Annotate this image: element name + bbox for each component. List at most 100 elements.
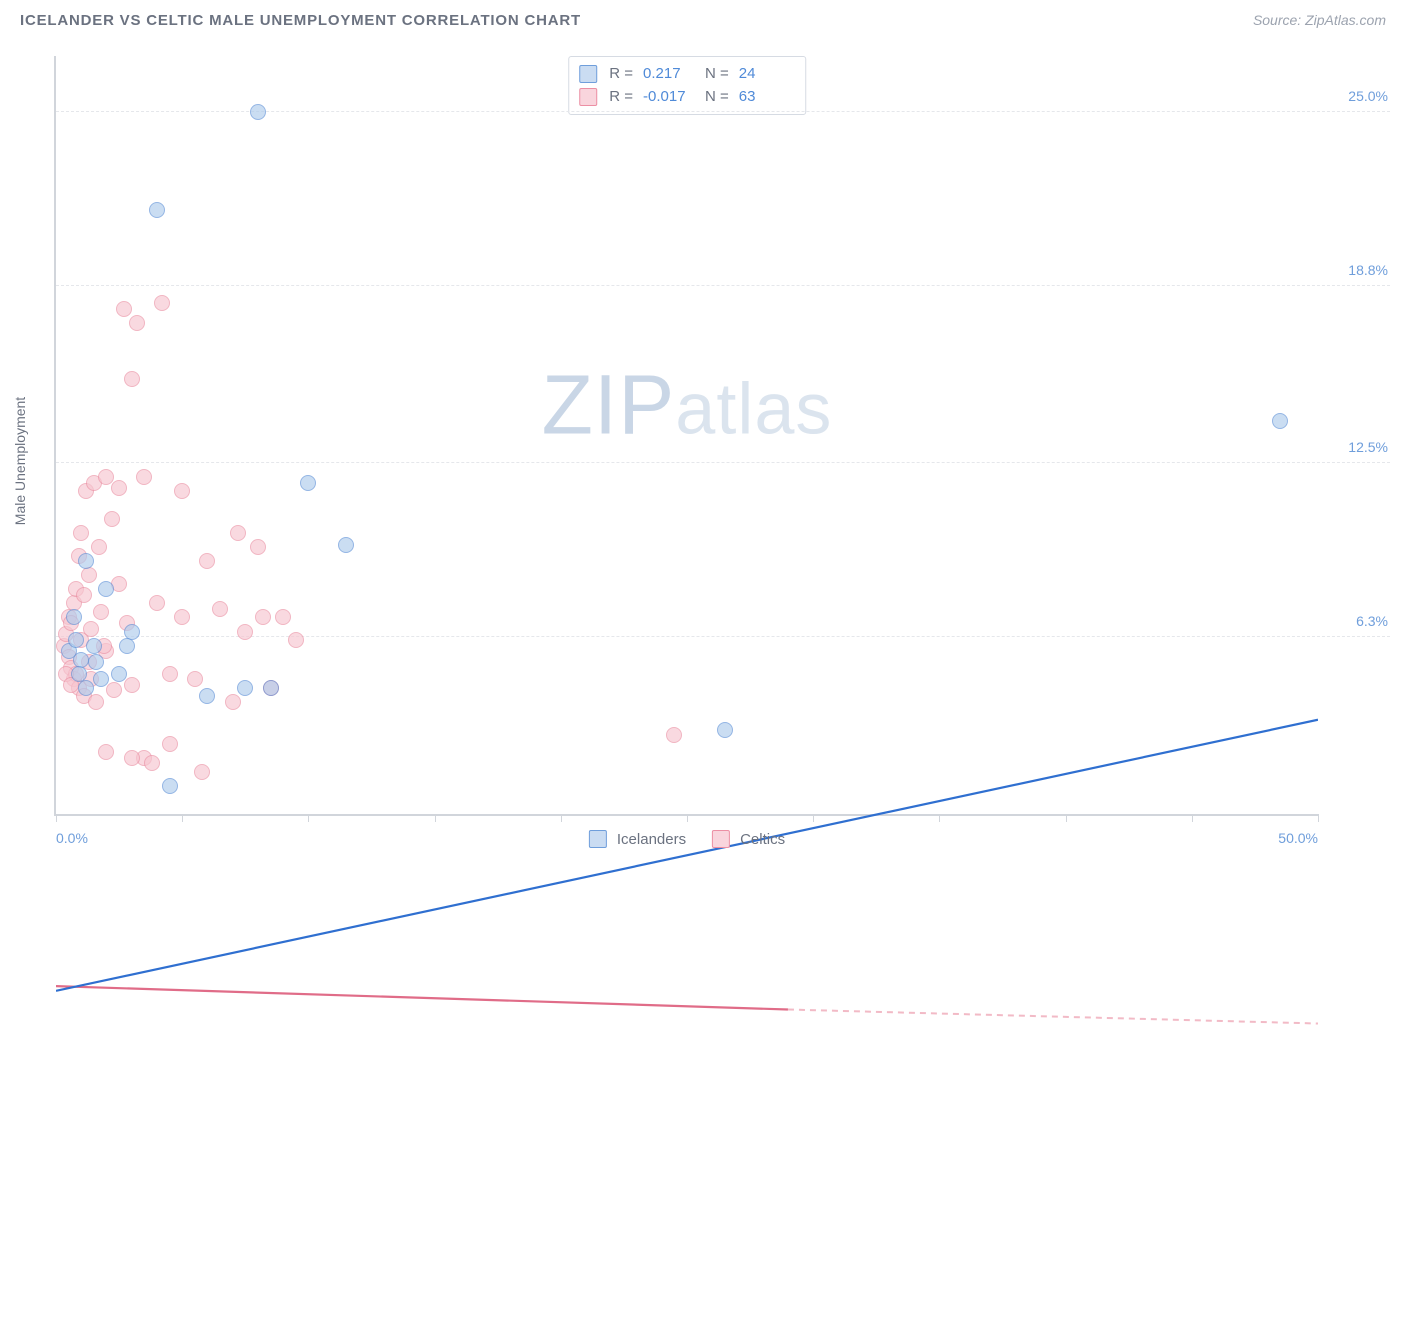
swatch-celtics-icon bbox=[712, 830, 730, 848]
watermark-small: atlas bbox=[675, 369, 832, 449]
data-point bbox=[119, 638, 135, 654]
n-label: N = bbox=[705, 86, 729, 109]
trend-line bbox=[788, 1010, 1318, 1024]
data-point bbox=[106, 682, 122, 698]
r-label: R = bbox=[609, 63, 633, 86]
data-point bbox=[124, 677, 140, 693]
data-point bbox=[88, 694, 104, 710]
stats-legend: R = 0.217 N = 24 R = -0.017 N = 63 bbox=[568, 56, 806, 115]
plot-area: ZIPatlas R = 0.217 N = 24 R = -0.017 N =… bbox=[54, 56, 1318, 816]
data-point bbox=[162, 736, 178, 752]
data-point bbox=[237, 680, 253, 696]
n-label: N = bbox=[705, 63, 729, 86]
source-credit: Source: ZipAtlas.com bbox=[1253, 12, 1386, 28]
data-point bbox=[144, 755, 160, 771]
data-point bbox=[225, 694, 241, 710]
data-point bbox=[162, 778, 178, 794]
icelanders-n-value: 24 bbox=[739, 63, 791, 86]
y-tick-label: 25.0% bbox=[1340, 88, 1388, 104]
data-point bbox=[187, 671, 203, 687]
series-legend: Icelanders Celtics bbox=[589, 830, 785, 848]
data-point bbox=[93, 671, 109, 687]
data-point bbox=[174, 483, 190, 499]
data-point bbox=[124, 371, 140, 387]
x-tick bbox=[1318, 814, 1319, 822]
data-point bbox=[81, 567, 97, 583]
data-point bbox=[124, 750, 140, 766]
data-point bbox=[78, 680, 94, 696]
data-point bbox=[136, 469, 152, 485]
legend-item-celtics: Celtics bbox=[712, 830, 785, 848]
x-tick-label: 50.0% bbox=[1278, 830, 1318, 846]
data-point bbox=[300, 475, 316, 491]
x-tick-label: 0.0% bbox=[56, 830, 88, 846]
watermark-big: ZIP bbox=[542, 357, 676, 451]
data-point bbox=[98, 581, 114, 597]
y-axis-label: Male Unemployment bbox=[12, 397, 28, 525]
data-point bbox=[199, 553, 215, 569]
data-point bbox=[237, 624, 253, 640]
data-point bbox=[338, 537, 354, 553]
data-point bbox=[250, 539, 266, 555]
y-tick-label: 18.8% bbox=[1340, 262, 1388, 278]
swatch-icelanders-icon bbox=[579, 65, 597, 83]
x-tick bbox=[939, 814, 940, 822]
data-point bbox=[194, 764, 210, 780]
icelanders-r-value: 0.217 bbox=[643, 63, 695, 86]
chart-title: ICELANDER VS CELTIC MALE UNEMPLOYMENT CO… bbox=[20, 12, 581, 29]
x-tick bbox=[1192, 814, 1193, 822]
swatch-celtics-icon bbox=[579, 88, 597, 106]
data-point bbox=[116, 301, 132, 317]
x-tick bbox=[813, 814, 814, 822]
x-tick bbox=[1066, 814, 1067, 822]
x-tick bbox=[687, 814, 688, 822]
watermark: ZIPatlas bbox=[542, 356, 833, 453]
x-tick bbox=[182, 814, 183, 822]
data-point bbox=[174, 609, 190, 625]
data-point bbox=[129, 315, 145, 331]
data-point bbox=[212, 601, 228, 617]
data-point bbox=[68, 632, 84, 648]
data-point bbox=[162, 666, 178, 682]
data-point bbox=[250, 104, 266, 120]
trend-line bbox=[56, 720, 1318, 991]
data-point bbox=[93, 604, 109, 620]
data-point bbox=[71, 666, 87, 682]
data-point bbox=[149, 202, 165, 218]
data-point bbox=[76, 587, 92, 603]
data-point bbox=[199, 688, 215, 704]
y-tick-label: 6.3% bbox=[1348, 613, 1388, 629]
stats-row-celtics: R = -0.017 N = 63 bbox=[579, 86, 791, 109]
celtics-n-value: 63 bbox=[739, 86, 791, 109]
stats-row-icelanders: R = 0.217 N = 24 bbox=[579, 63, 791, 86]
data-point bbox=[275, 609, 291, 625]
data-point bbox=[154, 295, 170, 311]
celtics-r-value: -0.017 bbox=[643, 86, 695, 109]
data-point bbox=[230, 525, 246, 541]
gridline bbox=[56, 636, 1390, 637]
legend-label-celtics: Celtics bbox=[740, 831, 785, 848]
r-label: R = bbox=[609, 86, 633, 109]
x-tick bbox=[561, 814, 562, 822]
trend-line bbox=[56, 986, 788, 1009]
data-point bbox=[255, 609, 271, 625]
data-point bbox=[149, 595, 165, 611]
data-point bbox=[86, 638, 102, 654]
data-point bbox=[73, 525, 89, 541]
chart-container: Male Unemployment ZIPatlas R = 0.217 N =… bbox=[28, 48, 1388, 874]
data-point bbox=[98, 744, 114, 760]
y-tick-label: 12.5% bbox=[1340, 439, 1388, 455]
x-tick bbox=[56, 814, 57, 822]
data-point bbox=[1272, 413, 1288, 429]
legend-label-icelanders: Icelanders bbox=[617, 831, 686, 848]
gridline bbox=[56, 285, 1390, 286]
x-tick bbox=[308, 814, 309, 822]
data-point bbox=[104, 511, 120, 527]
data-point bbox=[288, 632, 304, 648]
data-point bbox=[91, 539, 107, 555]
data-point bbox=[111, 480, 127, 496]
data-point bbox=[263, 680, 279, 696]
data-point bbox=[83, 621, 99, 637]
data-point bbox=[78, 553, 94, 569]
data-point bbox=[111, 666, 127, 682]
